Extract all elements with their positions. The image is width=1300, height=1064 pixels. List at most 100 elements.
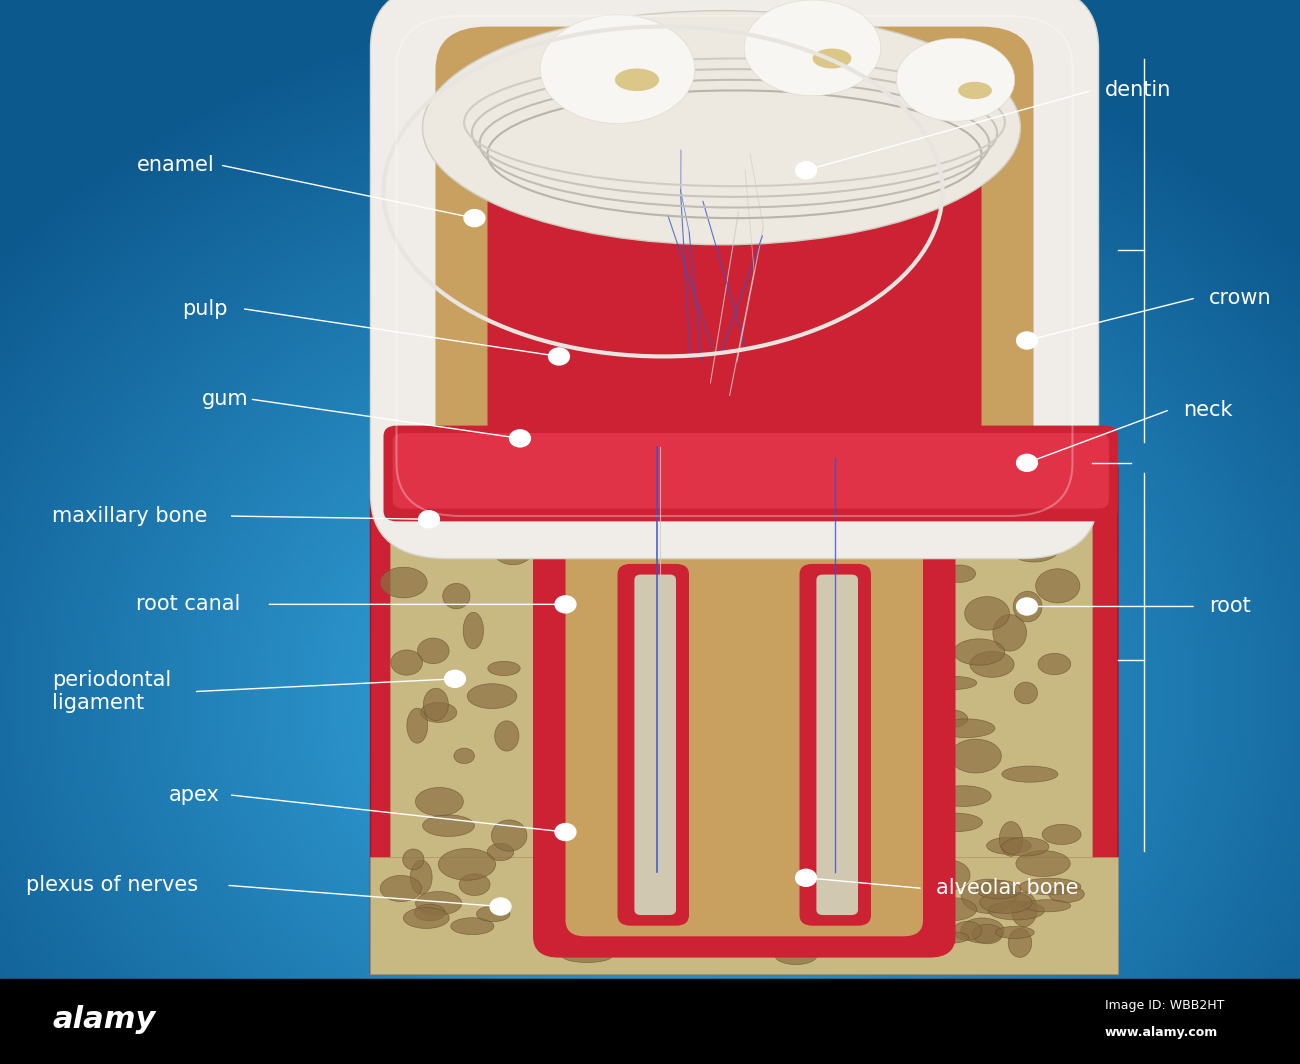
Ellipse shape: [1036, 569, 1080, 603]
Text: dentin: dentin: [1105, 81, 1171, 100]
Ellipse shape: [380, 876, 421, 901]
Ellipse shape: [988, 901, 1044, 920]
Text: gum: gum: [202, 389, 248, 409]
Ellipse shape: [491, 530, 534, 565]
Ellipse shape: [403, 908, 450, 929]
Ellipse shape: [937, 719, 994, 737]
Ellipse shape: [495, 720, 519, 751]
Ellipse shape: [744, 0, 881, 96]
Circle shape: [419, 511, 439, 528]
FancyBboxPatch shape: [393, 433, 1109, 509]
Ellipse shape: [615, 68, 659, 92]
Ellipse shape: [961, 918, 1004, 943]
Ellipse shape: [807, 875, 836, 894]
FancyBboxPatch shape: [800, 564, 871, 926]
Circle shape: [555, 824, 576, 841]
Circle shape: [510, 430, 530, 447]
Ellipse shape: [391, 650, 423, 676]
Text: alveolar bone: alveolar bone: [936, 879, 1079, 898]
Bar: [0, 979, 1300, 1064]
Ellipse shape: [930, 861, 970, 890]
Ellipse shape: [403, 849, 424, 869]
Ellipse shape: [541, 15, 694, 123]
Ellipse shape: [614, 924, 671, 948]
Ellipse shape: [488, 661, 520, 676]
Ellipse shape: [980, 892, 1032, 913]
Ellipse shape: [411, 861, 432, 894]
Ellipse shape: [987, 837, 1031, 854]
Text: crown: crown: [1209, 288, 1271, 307]
Text: plexus of nerves: plexus of nerves: [26, 876, 198, 895]
Bar: [936, 458, 1092, 968]
Ellipse shape: [459, 874, 490, 896]
Ellipse shape: [1049, 885, 1084, 902]
Ellipse shape: [407, 709, 428, 743]
Text: Image ID: WBB2HT: Image ID: WBB2HT: [1105, 999, 1225, 1012]
Text: neck: neck: [1183, 400, 1232, 419]
Ellipse shape: [970, 651, 1014, 678]
Circle shape: [796, 869, 816, 886]
Text: alamy: alamy: [52, 1004, 156, 1034]
FancyBboxPatch shape: [533, 511, 956, 958]
Text: maxillary bone: maxillary bone: [52, 506, 208, 526]
Polygon shape: [370, 436, 1118, 974]
Text: periodontal
ligament: periodontal ligament: [52, 670, 172, 713]
Ellipse shape: [965, 597, 1010, 630]
Ellipse shape: [416, 892, 462, 915]
Ellipse shape: [961, 879, 1017, 913]
Text: apex: apex: [169, 785, 220, 804]
Ellipse shape: [927, 931, 968, 944]
Ellipse shape: [463, 612, 484, 649]
Ellipse shape: [1001, 837, 1049, 857]
FancyBboxPatch shape: [488, 59, 982, 495]
Ellipse shape: [906, 935, 956, 948]
Ellipse shape: [1011, 892, 1037, 927]
Ellipse shape: [878, 877, 922, 893]
Bar: [370, 857, 1118, 974]
Ellipse shape: [1019, 878, 1080, 895]
Ellipse shape: [976, 880, 1020, 899]
Ellipse shape: [562, 949, 612, 963]
Ellipse shape: [1014, 682, 1037, 704]
FancyBboxPatch shape: [436, 27, 1034, 516]
Ellipse shape: [924, 898, 976, 920]
Ellipse shape: [1023, 900, 1071, 912]
Ellipse shape: [424, 688, 448, 720]
Text: www.alamy.com: www.alamy.com: [1105, 1026, 1218, 1038]
FancyBboxPatch shape: [816, 575, 858, 915]
Ellipse shape: [443, 583, 471, 609]
FancyBboxPatch shape: [618, 564, 689, 926]
Circle shape: [445, 670, 465, 687]
Ellipse shape: [438, 848, 495, 880]
Ellipse shape: [775, 945, 818, 965]
FancyBboxPatch shape: [566, 527, 923, 936]
Circle shape: [549, 348, 569, 365]
Circle shape: [464, 210, 485, 227]
Ellipse shape: [812, 49, 852, 68]
Circle shape: [1017, 332, 1037, 349]
Ellipse shape: [1000, 821, 1023, 857]
Ellipse shape: [1043, 825, 1082, 845]
Ellipse shape: [387, 497, 437, 515]
Text: enamel: enamel: [136, 155, 214, 174]
Ellipse shape: [451, 918, 494, 934]
Ellipse shape: [467, 684, 517, 709]
Ellipse shape: [417, 638, 448, 664]
Ellipse shape: [1013, 592, 1043, 621]
Ellipse shape: [422, 11, 1020, 245]
Circle shape: [1017, 598, 1037, 615]
Circle shape: [555, 596, 576, 613]
Ellipse shape: [958, 82, 992, 99]
Ellipse shape: [993, 615, 1027, 651]
Circle shape: [1017, 454, 1037, 471]
Ellipse shape: [1002, 766, 1058, 782]
Ellipse shape: [415, 904, 445, 921]
Ellipse shape: [950, 739, 1001, 774]
Ellipse shape: [545, 931, 608, 948]
Ellipse shape: [578, 908, 603, 919]
Ellipse shape: [996, 927, 1035, 938]
Ellipse shape: [931, 677, 976, 689]
Ellipse shape: [454, 748, 474, 764]
Ellipse shape: [779, 910, 811, 932]
Ellipse shape: [1009, 929, 1032, 958]
